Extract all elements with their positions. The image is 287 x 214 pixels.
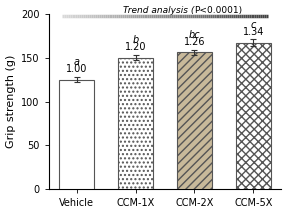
Text: P<0.0001): P<0.0001) [194,6,243,15]
Text: a: a [74,57,80,67]
Text: b: b [133,35,139,45]
Text: 1.00: 1.00 [66,64,88,74]
Bar [59,80,94,189]
Bar [177,52,212,189]
Text: bc: bc [189,30,200,40]
Text: 1.20: 1.20 [125,42,146,52]
Text: 1.34: 1.34 [243,27,264,37]
Y-axis label: Grip strength (g): Grip strength (g) [5,55,15,148]
Bar [118,58,153,189]
Bar [236,43,271,189]
Text: Trend analysis (: Trend analysis ( [123,6,194,15]
Text: c: c [251,19,256,30]
Text: 1.26: 1.26 [184,37,205,47]
